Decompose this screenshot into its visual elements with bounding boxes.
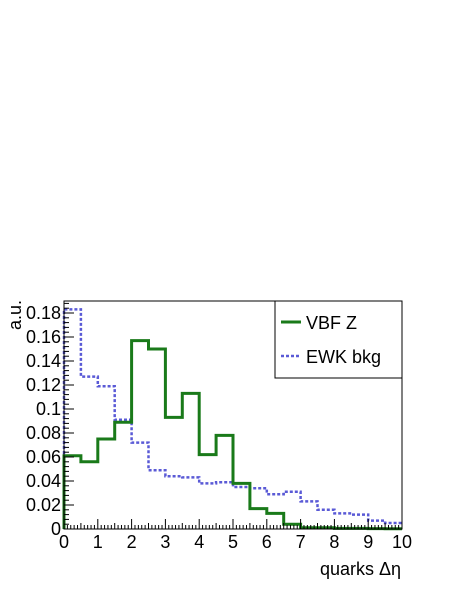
x-tick-label: 10	[392, 532, 412, 552]
y-tick-label: 0.18	[26, 303, 61, 323]
x-tick-label: 2	[127, 532, 137, 552]
x-tick-label: 8	[329, 532, 339, 552]
legend-box	[274, 300, 403, 379]
x-tick-label: 5	[228, 532, 238, 552]
y-tick-label: 0	[51, 519, 61, 539]
legend-entry-label: EWK bkg	[306, 347, 381, 367]
y-tick-label: 0.12	[26, 375, 61, 395]
x-tick-label: 1	[93, 532, 103, 552]
y-tick-label: 0.08	[26, 423, 61, 443]
y-axis-label: a.u.	[5, 300, 25, 330]
legend-entry-label: VBF Z	[306, 313, 357, 333]
series-line-ewk-bkg	[62, 308, 402, 529]
x-tick-label: 9	[363, 532, 373, 552]
y-tick-label: 0.06	[26, 447, 61, 467]
x-tick-label: 0	[59, 532, 69, 552]
legend: VBF Z EWK bkg	[274, 300, 403, 379]
y-tick-label: 0.1	[36, 399, 61, 419]
x-tick-label: 7	[296, 532, 306, 552]
x-tick-label: 4	[194, 532, 204, 552]
y-tick-label: 0.14	[26, 351, 61, 371]
x-axis-label: quarks Δη	[320, 559, 401, 579]
x-tick-label: 3	[160, 532, 170, 552]
y-tick-label: 0.04	[26, 471, 61, 491]
x-tick-label: 6	[262, 532, 272, 552]
y-tick-label: 0.02	[26, 495, 61, 515]
y-tick-label: 0.16	[26, 327, 61, 347]
